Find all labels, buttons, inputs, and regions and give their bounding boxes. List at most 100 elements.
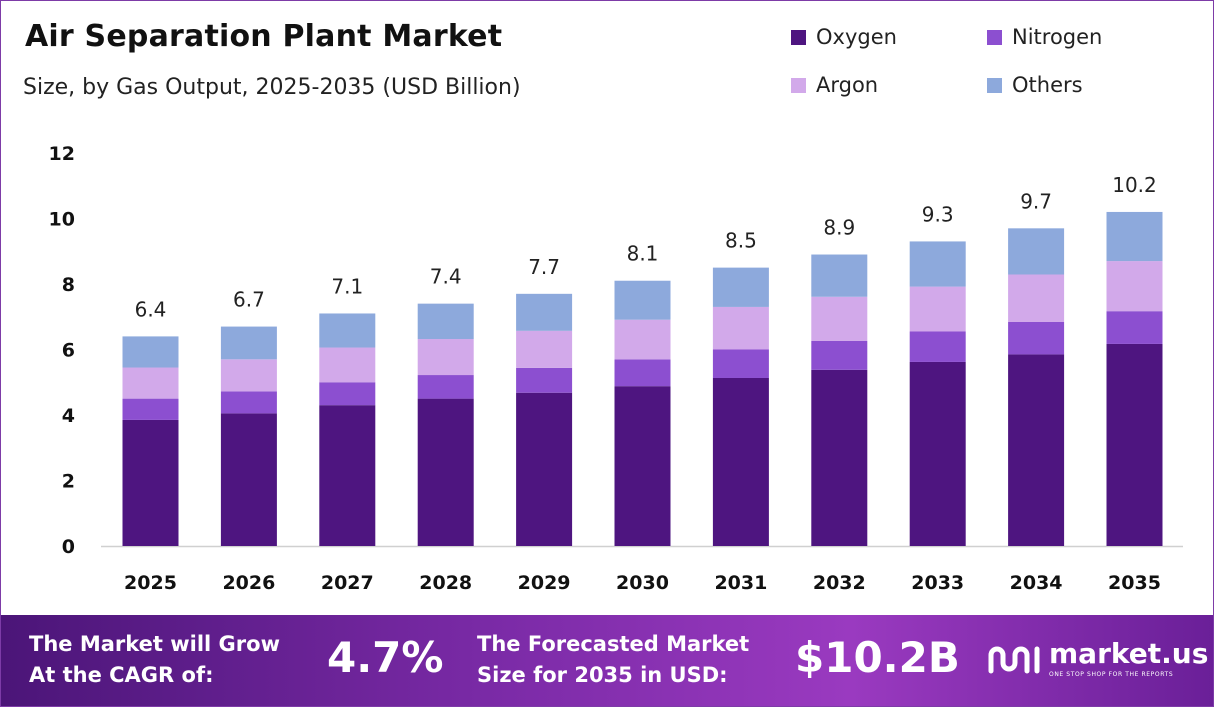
x-tick-label: 2034 <box>1010 572 1063 594</box>
bar-segment-nitrogen <box>811 340 868 370</box>
x-tick-label: 2032 <box>813 572 866 594</box>
legend-item-oxygen: Oxygen <box>791 25 897 49</box>
bar-segment-oxygen <box>1106 343 1163 546</box>
bar-segment-others <box>811 254 868 297</box>
bar-segment-oxygen <box>1008 354 1065 546</box>
cagr-label-line1: The Market will Grow <box>29 632 280 656</box>
y-tick-label: 0 <box>62 536 75 558</box>
bar-segment-argon <box>417 339 474 376</box>
x-tick-label: 2025 <box>124 572 177 594</box>
y-tick-label: 12 <box>49 143 75 165</box>
forecast-label-line1: The Forecasted Market <box>477 632 750 656</box>
y-tick-label: 4 <box>62 405 75 427</box>
bar-segment-oxygen <box>909 361 966 546</box>
y-tick-label: 8 <box>62 274 75 296</box>
legend-item-others: Others <box>987 73 1083 97</box>
bar-segment-others <box>1106 211 1163 262</box>
legend-label-nitrogen: Nitrogen <box>1012 25 1103 49</box>
stacked-bar-chart: 0 2 4 6 8 10 12 6.4 2025 6.7 2026 7.1 2027 7.4 2028 7.7… <box>49 143 1183 594</box>
brand-logo[interactable]: market.us ONE STOP SHOP FOR THE REPORTS <box>987 639 1208 679</box>
bar-segment-oxygen <box>614 386 671 546</box>
bar-segment-oxygen <box>220 413 277 546</box>
bar-total-label: 6.7 <box>233 288 265 312</box>
bar-segment-nitrogen <box>909 331 966 362</box>
bar-segment-argon <box>811 296 868 341</box>
legend: Oxygen Nitrogen Argon Others <box>791 25 1191 105</box>
bar-segment-argon <box>516 330 573 368</box>
bar-total-label: 10.2 <box>1112 173 1157 197</box>
legend-item-argon: Argon <box>791 73 878 97</box>
legend-swatch-others <box>987 77 1002 93</box>
bar-segment-argon <box>909 286 966 332</box>
x-tick-label: 2027 <box>321 572 374 594</box>
x-tick-label: 2026 <box>222 572 275 594</box>
legend-swatch-argon <box>791 77 806 93</box>
legend-swatch-nitrogen <box>987 29 1002 45</box>
cagr-value: 4.7% <box>327 633 444 682</box>
bar-segment-others <box>122 336 179 368</box>
bar-total-label: 9.3 <box>922 202 954 226</box>
bar-segment-nitrogen <box>1106 311 1163 344</box>
cagr-label: The Market will Grow At the CAGR of: <box>29 629 280 691</box>
x-tick-label: 2030 <box>616 572 669 594</box>
y-tick-label: 6 <box>62 340 75 362</box>
bar-total-label: 9.7 <box>1020 189 1052 213</box>
bar-segment-others <box>614 280 671 320</box>
bar-segment-others <box>1008 228 1065 275</box>
market-us-logo-icon <box>988 646 1040 674</box>
y-tick-label: 2 <box>62 471 75 493</box>
bar-segment-argon <box>614 319 671 360</box>
x-tick-label: 2031 <box>714 572 767 594</box>
bar-segment-others <box>417 303 474 340</box>
bar-segment-oxygen <box>417 398 474 546</box>
bar-segment-others <box>712 267 769 307</box>
bar-total-label: 8.1 <box>627 242 659 266</box>
x-tick-label: 2035 <box>1108 572 1161 594</box>
bar-total-label: 8.5 <box>725 229 757 253</box>
bar-segment-nitrogen <box>712 349 769 378</box>
forecast-value: $10.2B <box>795 633 960 682</box>
bar-segment-nitrogen <box>516 367 573 393</box>
brand-text: market.us ONE STOP SHOP FOR THE REPORTS <box>1049 637 1209 679</box>
bar-segment-oxygen <box>811 369 868 546</box>
bar-segment-others <box>516 293 573 331</box>
bar-segment-others <box>319 313 376 348</box>
brand-name: market.us <box>1049 637 1209 670</box>
bar-total-label: 7.1 <box>331 274 363 298</box>
forecast-label-line2: Size for 2035 in USD: <box>477 663 728 687</box>
bar-segment-argon <box>1008 274 1065 322</box>
legend-label-argon: Argon <box>816 73 879 97</box>
bar-segment-oxygen <box>122 419 179 546</box>
bar-segment-oxygen <box>516 392 573 546</box>
bar-total-label: 7.7 <box>528 255 560 279</box>
brand-tagline: ONE STOP SHOP FOR THE REPORTS <box>1049 671 1174 678</box>
bar-segment-argon <box>319 347 376 383</box>
x-tick-label: 2033 <box>911 572 964 594</box>
bar-total-label: 7.4 <box>430 265 462 289</box>
bar-segment-nitrogen <box>122 398 179 420</box>
bar-segment-nitrogen <box>1008 321 1065 355</box>
bar-segment-nitrogen <box>417 375 474 399</box>
bar-segment-oxygen <box>319 405 376 546</box>
bar-segment-oxygen <box>712 377 769 546</box>
bar-segment-nitrogen <box>220 391 277 414</box>
bar-segment-argon <box>1106 261 1163 312</box>
x-tick-label: 2029 <box>518 572 571 594</box>
bar-segment-argon <box>122 367 179 399</box>
bar-total-label: 6.4 <box>135 297 167 321</box>
bar-segment-argon <box>712 306 769 350</box>
chart-subtitle: Size, by Gas Output, 2025-2035 (USD Bill… <box>23 75 521 100</box>
x-tick-label: 2028 <box>419 572 472 594</box>
legend-item-nitrogen: Nitrogen <box>987 25 1102 49</box>
legend-label-others: Others <box>1012 73 1083 97</box>
legend-swatch-oxygen <box>791 29 806 45</box>
bar-segment-nitrogen <box>319 382 376 406</box>
cagr-label-line2: At the CAGR of: <box>29 663 214 687</box>
footer-banner: The Market will Grow At the CAGR of: 4.7… <box>1 615 1213 706</box>
bar-segment-argon <box>220 359 277 392</box>
bar-segment-nitrogen <box>614 359 671 387</box>
bar-segment-others <box>909 241 966 287</box>
y-tick-label: 10 <box>49 209 75 231</box>
chart-title: Air Separation Plant Market <box>25 19 503 54</box>
